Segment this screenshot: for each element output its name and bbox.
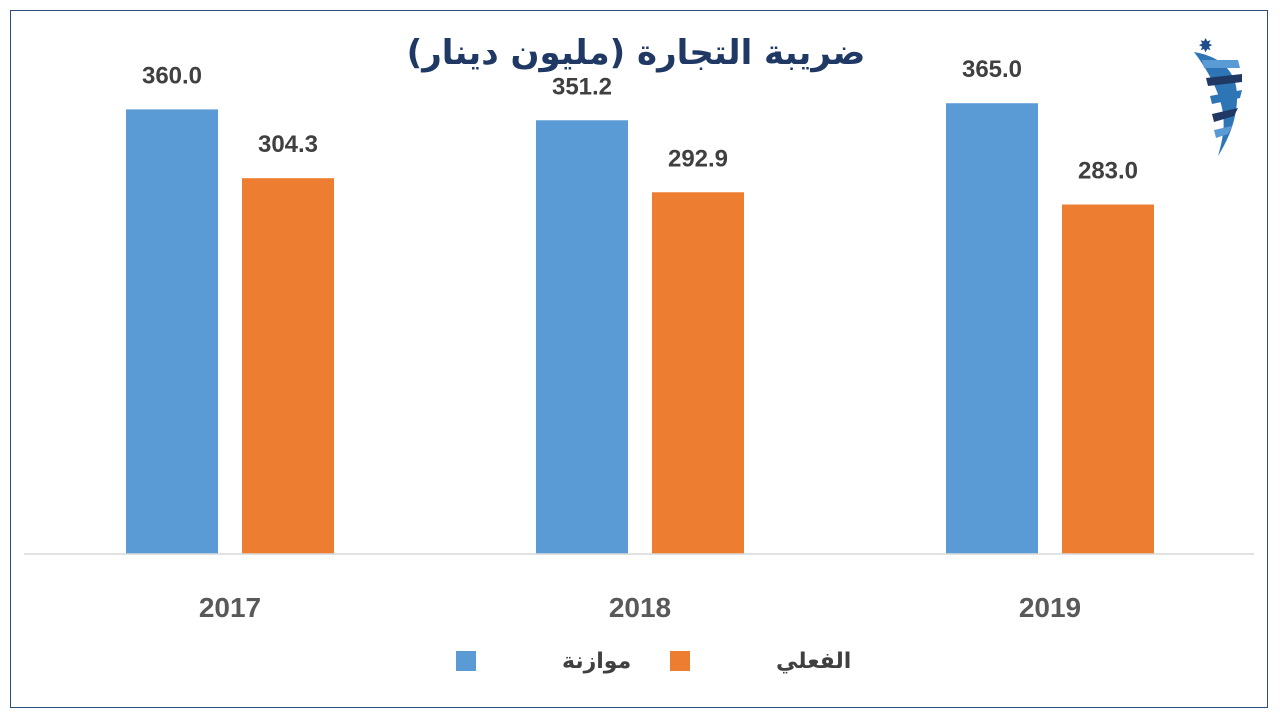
value-label-actual-2018: 292.9 xyxy=(668,145,728,172)
category-label-2018: 2018 xyxy=(609,592,671,623)
legend-label-actual: الفعلي xyxy=(776,649,851,674)
value-labels-group: 360.0 304.3 351.2 292.9 365.0 283.0 xyxy=(142,56,1138,184)
bars-group xyxy=(126,103,1154,555)
bar-actual-2018 xyxy=(652,192,744,554)
value-label-budget-2017: 360.0 xyxy=(142,62,202,89)
bar-actual-2019 xyxy=(1062,204,1154,554)
category-label-2017: 2017 xyxy=(199,592,261,623)
legend: موازنة الفعلي xyxy=(456,649,851,674)
legend-swatch-actual xyxy=(670,651,690,671)
value-label-budget-2019: 365.0 xyxy=(962,56,1022,83)
bar-actual-2017 xyxy=(242,178,334,554)
bar-budget-2017 xyxy=(126,109,218,555)
legend-swatch-budget xyxy=(456,651,476,671)
legend-label-budget: موازنة xyxy=(562,649,631,674)
value-label-actual-2019: 283.0 xyxy=(1078,157,1138,184)
value-label-budget-2018: 351.2 xyxy=(552,73,612,100)
bar-budget-2019 xyxy=(946,103,1038,554)
bar-budget-2018 xyxy=(536,120,628,554)
chart-frame xyxy=(10,10,1268,708)
chart-title: ضريبة التجارة (مليون دينار) xyxy=(407,33,866,73)
jordan-star-logo-icon xyxy=(1194,38,1242,156)
category-label-2019: 2019 xyxy=(1019,592,1081,623)
category-labels-group: 2017 2018 2019 xyxy=(199,592,1081,623)
value-label-actual-2017: 304.3 xyxy=(258,131,318,158)
